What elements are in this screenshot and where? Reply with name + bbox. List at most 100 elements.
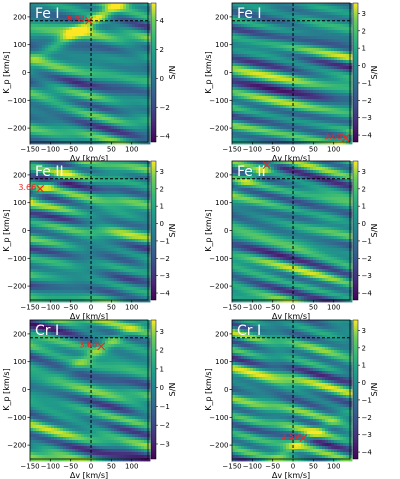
heatmap-cell <box>265 21 269 25</box>
heatmap-cell <box>244 90 248 94</box>
heatmap-cell <box>349 114 353 118</box>
heatmap-cell <box>96 54 100 58</box>
heatmap-cell <box>33 33 37 37</box>
heatmap-cell <box>48 63 52 67</box>
heatmap-cell <box>328 117 332 121</box>
heatmap-cell <box>343 117 347 121</box>
heatmap-cell <box>337 135 341 139</box>
heatmap-cell <box>244 78 248 82</box>
heatmap-cell <box>304 108 308 112</box>
heatmap-cell <box>120 24 124 28</box>
heatmap-cell <box>349 99 353 103</box>
heatmap-cell <box>298 63 302 67</box>
heatmap-cell <box>90 206 94 210</box>
heatmap-cell <box>123 48 127 52</box>
heatmap-cell <box>66 185 70 189</box>
heatmap-cell <box>30 227 34 231</box>
heatmap-cell <box>87 188 91 192</box>
heatmap-cell <box>36 111 40 115</box>
heatmap-cell <box>108 236 112 240</box>
heatmap-cell <box>111 87 115 91</box>
heatmap-cell <box>132 179 136 183</box>
heatmap-cell <box>277 72 281 76</box>
heatmap-cell <box>126 132 130 136</box>
heatmap-cell <box>39 42 43 46</box>
heatmap-cell <box>72 161 76 165</box>
heatmap-cell <box>39 18 43 22</box>
heatmap-cell <box>316 114 320 118</box>
heatmap-cell <box>295 117 299 121</box>
heatmap-cell <box>307 105 311 109</box>
heatmap-cell <box>244 117 248 121</box>
heatmap-cell <box>42 200 46 204</box>
heatmap-cell <box>132 21 136 25</box>
heatmap-cell <box>289 129 293 133</box>
heatmap-cell <box>33 60 37 64</box>
heatmap-cell <box>72 176 76 180</box>
heatmap-cell <box>69 45 73 49</box>
heatmap-cell <box>301 87 305 91</box>
heatmap-cell <box>111 6 115 10</box>
heatmap-cell <box>307 81 311 85</box>
heatmap-cell <box>138 105 142 109</box>
colorbar-tick-label: 4 <box>160 17 165 25</box>
heatmap-cell <box>328 12 332 16</box>
heatmap-cell <box>99 45 103 49</box>
heatmap-cell <box>51 39 55 43</box>
heatmap-cell <box>123 191 127 195</box>
heatmap-cell <box>63 15 67 19</box>
heatmap-cell <box>99 114 103 118</box>
heatmap-cell <box>123 167 127 171</box>
heatmap-cell <box>99 209 103 213</box>
heatmap-cell <box>135 111 139 115</box>
heatmap-cell <box>304 66 308 70</box>
heatmap-cell <box>334 12 338 16</box>
heatmap-cell <box>117 120 121 124</box>
heatmap-cell <box>84 197 88 201</box>
heatmap-cell <box>138 21 142 25</box>
heatmap-cell <box>235 102 239 106</box>
heatmap-cell <box>241 117 245 121</box>
heatmap-cell <box>126 123 130 127</box>
heatmap-cell <box>126 75 130 79</box>
heatmap-cell <box>129 30 133 34</box>
heatmap-cell <box>129 242 133 246</box>
heatmap-cell <box>250 6 254 10</box>
heatmap-cell <box>286 75 290 79</box>
heatmap-cell <box>253 135 257 139</box>
heatmap-cell <box>54 188 58 192</box>
heatmap-cell <box>48 81 52 85</box>
heatmap-cell <box>48 242 52 246</box>
heatmap-cell <box>129 90 133 94</box>
heatmap-cell <box>138 27 142 31</box>
heatmap-cell <box>60 129 64 133</box>
heatmap-cell <box>343 27 347 31</box>
heatmap-cell <box>123 221 127 225</box>
heatmap-cell <box>331 114 335 118</box>
heatmap-cell <box>84 84 88 88</box>
heatmap-cell <box>141 224 145 228</box>
heatmap-cell <box>30 209 34 213</box>
heatmap-cell <box>78 132 82 136</box>
heatmap-cell <box>78 72 82 76</box>
heatmap-cell <box>120 164 124 168</box>
heatmap-cell <box>54 72 58 76</box>
heatmap-cell <box>30 66 34 70</box>
heatmap-cell <box>105 96 109 100</box>
heatmap-cell <box>33 81 37 85</box>
heatmap-cell <box>123 179 127 183</box>
heatmap-cell <box>274 60 278 64</box>
heatmap-cell <box>129 24 133 28</box>
heatmap-cell <box>99 93 103 97</box>
heatmap-cell <box>123 188 127 192</box>
heatmap-cell <box>259 60 263 64</box>
heatmap-cell <box>72 93 76 97</box>
heatmap-cell <box>90 179 94 183</box>
heatmap-cell <box>277 99 281 103</box>
heatmap-cell <box>75 105 79 109</box>
heatmap-cell <box>117 164 121 168</box>
colorbar-tick-label: −2 <box>362 97 372 105</box>
heatmap-cell <box>93 194 97 198</box>
heatmap-cell <box>271 117 275 121</box>
heatmap-cell <box>147 24 151 28</box>
